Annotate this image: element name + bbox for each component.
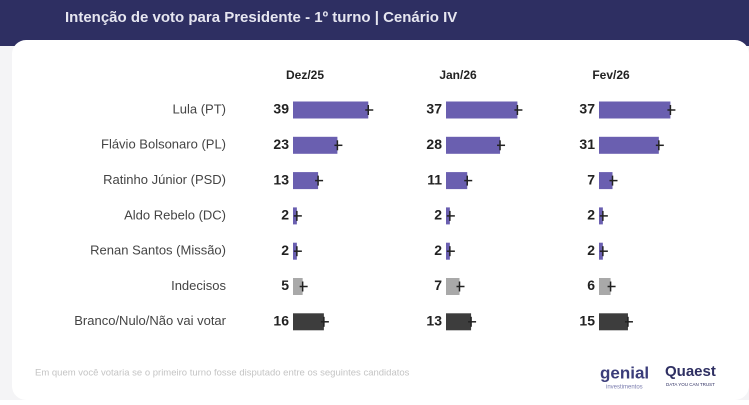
chart-title: Intenção de voto para Presidente - 1º tu… xyxy=(65,9,457,26)
value-label: 15 xyxy=(579,313,595,329)
panel-header: Dez/25 xyxy=(286,68,324,82)
bar xyxy=(293,278,303,295)
value-label: 2 xyxy=(587,242,595,258)
value-label: 31 xyxy=(579,136,595,152)
category-label: Branco/Nulo/Não vai votar xyxy=(74,313,226,328)
bar xyxy=(599,278,611,295)
category-label: Renan Santos (Missão) xyxy=(90,243,226,258)
value-label: 2 xyxy=(281,207,289,223)
value-label: 2 xyxy=(587,207,595,223)
value-label: 37 xyxy=(426,101,442,117)
value-label: 2 xyxy=(281,242,289,258)
category-label: Flávio Bolsonaro (PL) xyxy=(101,137,226,152)
bar xyxy=(293,313,324,331)
value-label: 23 xyxy=(273,136,289,152)
bar xyxy=(599,172,613,190)
value-label: 13 xyxy=(273,171,289,187)
logo-genial-sub: investimentos xyxy=(606,385,643,391)
panel-header: Fev/26 xyxy=(592,68,630,82)
bar xyxy=(446,101,518,119)
value-label: 28 xyxy=(426,136,442,152)
bar xyxy=(446,136,501,154)
bar xyxy=(446,278,460,295)
value-label: 37 xyxy=(579,101,595,117)
value-label: 13 xyxy=(426,313,442,329)
category-label: Aldo Rebelo (DC) xyxy=(124,207,226,222)
value-label: 7 xyxy=(587,171,595,187)
category-label: Indecisos xyxy=(171,278,226,293)
value-label: 7 xyxy=(434,277,442,293)
bar xyxy=(293,101,369,119)
logo-genial: genial xyxy=(600,363,649,382)
bar xyxy=(599,136,659,154)
panel-header: Jan/26 xyxy=(439,68,477,82)
header-band xyxy=(0,0,749,46)
bar xyxy=(599,101,671,119)
value-label: 2 xyxy=(434,207,442,223)
category-label: Lula (PT) xyxy=(173,101,226,116)
value-label: 11 xyxy=(427,171,442,187)
value-label: 6 xyxy=(587,277,595,293)
value-label: 16 xyxy=(273,313,289,329)
value-label: 39 xyxy=(273,101,289,117)
panel xyxy=(12,40,749,400)
category-label: Ratinho Júnior (PSD) xyxy=(103,172,226,187)
logo-quaest-sub: DATA YOU CAN TRUST xyxy=(666,382,715,387)
value-label: 2 xyxy=(434,242,442,258)
bar xyxy=(599,313,628,331)
bar xyxy=(446,313,472,331)
value-label: 5 xyxy=(281,277,289,293)
bar xyxy=(293,136,338,154)
logo-quaest: Quaest xyxy=(665,363,716,380)
bar xyxy=(293,172,319,190)
footnote: Em quem você votaria se o primeiro turno… xyxy=(35,368,410,379)
bar xyxy=(446,172,468,190)
